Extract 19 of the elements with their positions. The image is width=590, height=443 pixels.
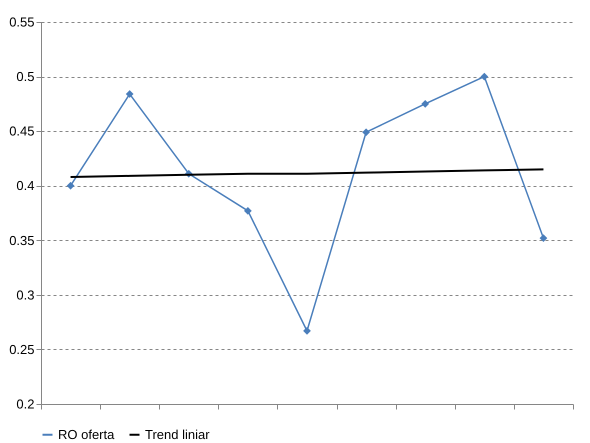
point xyxy=(66,182,74,190)
point xyxy=(362,128,370,136)
legend-label: Trend liniar xyxy=(145,426,210,442)
y-tick-label: 0.3 xyxy=(16,287,34,302)
y-tick-label: 0.25 xyxy=(9,342,34,357)
line-series xyxy=(70,168,544,178)
y-tick-label: 0.35 xyxy=(9,232,34,248)
y-tick-label: 0.4 xyxy=(16,178,34,194)
point xyxy=(540,234,548,242)
y-tick-label: 0.2 xyxy=(16,396,34,412)
y-tick-label: 0.55 xyxy=(9,14,34,30)
y-tick-label: 0.5 xyxy=(16,69,34,84)
point xyxy=(244,206,252,215)
y-tick-label: 0.45 xyxy=(9,124,34,139)
point xyxy=(421,100,430,108)
point xyxy=(303,327,311,335)
point xyxy=(126,90,134,98)
point xyxy=(480,72,488,80)
legend-label: RO oferta xyxy=(58,426,116,442)
